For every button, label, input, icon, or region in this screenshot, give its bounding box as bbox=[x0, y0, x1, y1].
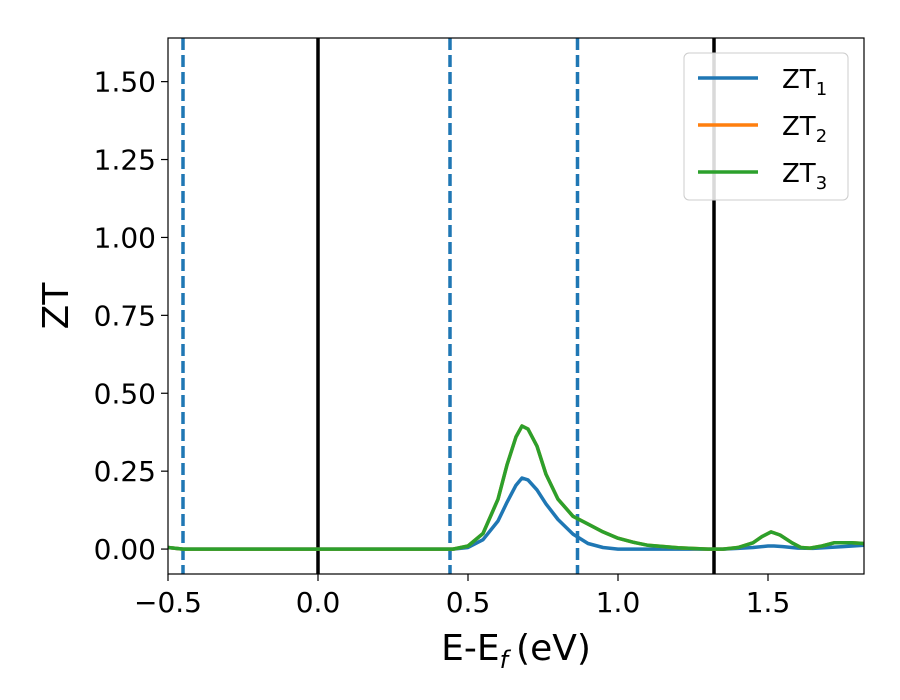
series-line-3 bbox=[167, 424, 865, 551]
y-axis: 0.00 0.25 0.50 0.75 1.00 1.25 1.50 bbox=[94, 66, 168, 566]
x-axis-label: E-Ef (eV) bbox=[441, 628, 591, 674]
y-tick-label: 1.25 bbox=[94, 144, 156, 177]
legend: ZT1 ZT2 ZT3 bbox=[683, 52, 849, 201]
y-tick-label: 0.75 bbox=[94, 299, 156, 332]
x-tick-label: −0.5 bbox=[134, 586, 202, 619]
x-tick-label: 0.5 bbox=[446, 586, 491, 619]
legend-box bbox=[683, 52, 849, 201]
y-tick-label: 0.50 bbox=[94, 377, 156, 410]
legend-items: ZT1 ZT2 ZT3 bbox=[698, 65, 827, 194]
y-tick-label: 1.50 bbox=[94, 66, 156, 99]
series-lines bbox=[167, 424, 865, 551]
x-tick-label: 1.0 bbox=[596, 586, 641, 619]
plot-frame bbox=[167, 37, 865, 575]
x-axis-label-subscript: f bbox=[500, 646, 512, 674]
legend-label-3: ZT3 bbox=[782, 159, 827, 194]
y-tick-label: 0.00 bbox=[94, 533, 156, 566]
y-axis-label: ZT bbox=[36, 282, 77, 330]
x-axis: −0.5 0.0 0.5 1.0 1.5 bbox=[134, 574, 790, 619]
legend-label-2: ZT2 bbox=[782, 112, 827, 147]
y-tick-label: 1.00 bbox=[94, 221, 156, 254]
y-tick-label: 0.25 bbox=[94, 455, 156, 488]
x-tick-label: 1.5 bbox=[746, 586, 791, 619]
x-tick-label: 0.0 bbox=[296, 586, 341, 619]
legend-label-1: ZT1 bbox=[782, 65, 827, 100]
